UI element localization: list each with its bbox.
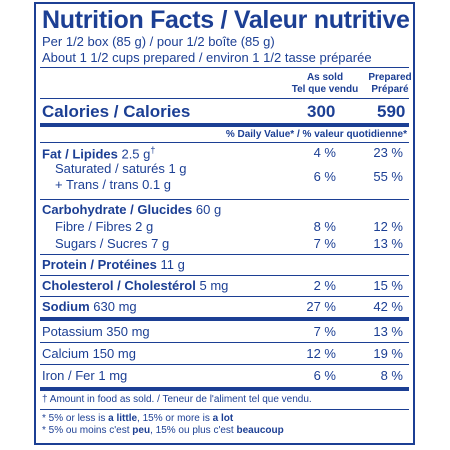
divider [40,296,409,297]
calories-label: Calories / Calories [42,102,191,121]
protein-label: Protein / Protéines 11 g [42,257,185,272]
calcium-row: Calcium 150 mg 12 % 19 % [42,343,407,364]
divider [40,275,409,276]
iron-label: Iron / Fer 1 mg [42,368,128,383]
fat-group: Fat / Lipides 2.5 g† 4 % 23 % Saturated … [42,143,407,199]
divider [40,409,409,410]
fat-prepared: 23 % [373,145,403,160]
sugars-as-sold: 7 % [313,236,336,251]
fat-as-sold: 4 % [313,145,336,160]
serving-prepared: About 1 1/2 cups prepared / environ 1 1/… [42,50,372,65]
iron-as-sold: 6 % [313,368,336,383]
thick-divider [40,317,409,321]
divider [40,67,409,68]
divider [40,342,409,343]
saturated-trans-as-sold: 6 % [313,169,336,184]
calcium-prepared: 19 % [373,346,403,361]
calcium-as-sold: 12 % [306,346,336,361]
calcium-label: Calcium 150 mg [42,346,136,361]
footnote-as-sold: † Amount in food as sold. / Teneur de l'… [42,394,312,405]
potassium-row: Potassium 350 mg 7 % 13 % [42,321,407,342]
fibre-label: Fibre / Fibres 2 g [55,219,154,234]
daily-value-header: % Daily Value* / % valeur quotidienne* [225,129,407,140]
divider [40,254,409,255]
carb-label: Carbohydrate / Glucides 60 g [42,202,222,217]
carbohydrate-group: Carbohydrate / Glucides 60 g Fibre / Fib… [42,200,407,254]
potassium-as-sold: 7 % [313,324,336,339]
trans-label: + Trans / trans 0.1 g [55,177,171,192]
calories-as-sold: 300 [307,102,336,121]
fat-label: Fat / Lipides 2.5 g† [42,145,156,162]
column-prepared: Prepared Préparé [368,72,412,95]
column-as-sold: As sold Tel que vendu [291,72,359,95]
sugars-label: Sugars / Sucres 7 g [55,236,170,251]
sodium-row: Sodium 630 mg 27 % 42 % [42,297,407,317]
sodium-as-sold: 27 % [306,299,336,314]
sugars-prepared: 13 % [373,236,403,251]
sodium-label: Sodium 630 mg [42,299,137,314]
calories-row: Calories / Calories 300 590 [42,99,407,123]
divider [40,199,409,200]
potassium-label: Potassium 350 mg [42,324,150,339]
footnote-french: * 5% ou moins c'est peu, 15% ou plus c'e… [42,425,284,436]
fibre-prepared: 12 % [373,219,403,234]
cholesterol-row: Cholesterol / Cholestérol 5 mg 2 % 15 % [42,276,407,296]
sodium-prepared: 42 % [373,299,403,314]
saturated-label: Saturated / saturés 1 g [55,161,187,176]
divider [40,364,409,365]
thick-divider [40,387,409,391]
potassium-prepared: 13 % [373,324,403,339]
calories-prepared: 590 [377,102,406,121]
footnote-english: * 5% or less is a little, 15% or more is… [42,413,234,424]
fibre-as-sold: 8 % [313,219,336,234]
divider [40,142,409,143]
nutrition-facts-table: Nutrition Facts / Valeur nutritive Per 1… [34,2,415,445]
divider [40,98,409,99]
label-title: Nutrition Facts / Valeur nutritive [42,6,410,34]
iron-prepared: 8 % [380,368,403,383]
cholesterol-label: Cholesterol / Cholestérol 5 mg [42,278,229,293]
column-headers: As sold Tel que vendu Prepared Préparé [42,68,412,98]
cholesterol-as-sold: 2 % [313,278,336,293]
iron-row: Iron / Fer 1 mg 6 % 8 % [42,365,407,387]
saturated-trans-prepared: 55 % [373,169,403,184]
cholesterol-prepared: 15 % [373,278,403,293]
protein-row: Protein / Protéines 11 g [42,255,407,275]
thick-divider [40,123,409,127]
serving-size: Per 1/2 box (85 g) / pour 1/2 boîte (85 … [42,34,275,49]
